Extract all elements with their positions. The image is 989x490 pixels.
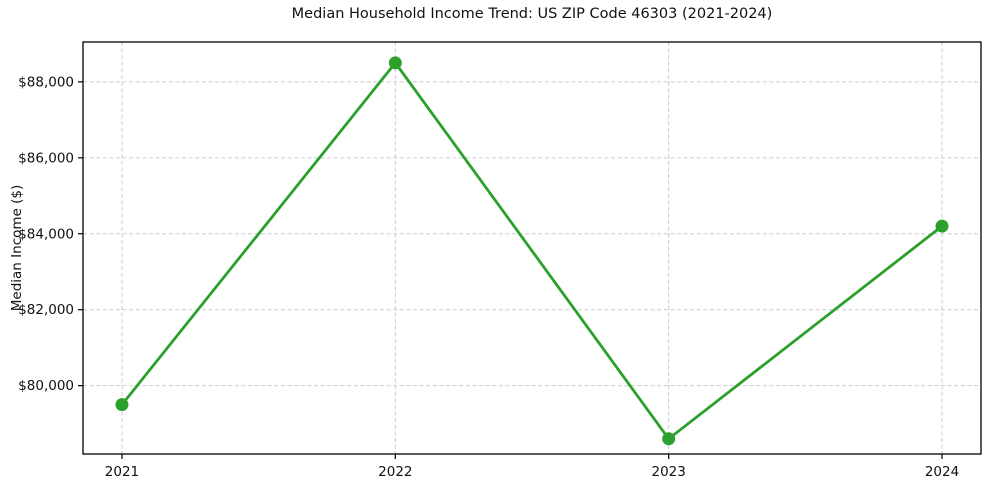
y-tick-label: $84,000 [18, 226, 74, 242]
plot-border [82, 41, 982, 455]
data-point-2023 [662, 432, 676, 446]
y-axis-label: Median Income ($) [9, 184, 25, 312]
x-tick-label: 2021 [105, 464, 139, 480]
data-point-2024 [935, 219, 949, 233]
x-tick-label: 2024 [925, 464, 959, 480]
x-tick-label: 2022 [378, 464, 412, 480]
y-tick-label: $82,000 [18, 302, 74, 318]
trend-line [120, 61, 944, 441]
data-point-2022 [388, 56, 402, 70]
x-tick-label: 2023 [651, 464, 685, 480]
chart-title: Median Household Income Trend: US ZIP Co… [291, 6, 773, 22]
y-tick-label: $88,000 [18, 74, 74, 90]
data-point-2021 [115, 398, 129, 412]
y-tick-label: $80,000 [18, 378, 74, 394]
y-tick-label: $86,000 [18, 150, 74, 166]
